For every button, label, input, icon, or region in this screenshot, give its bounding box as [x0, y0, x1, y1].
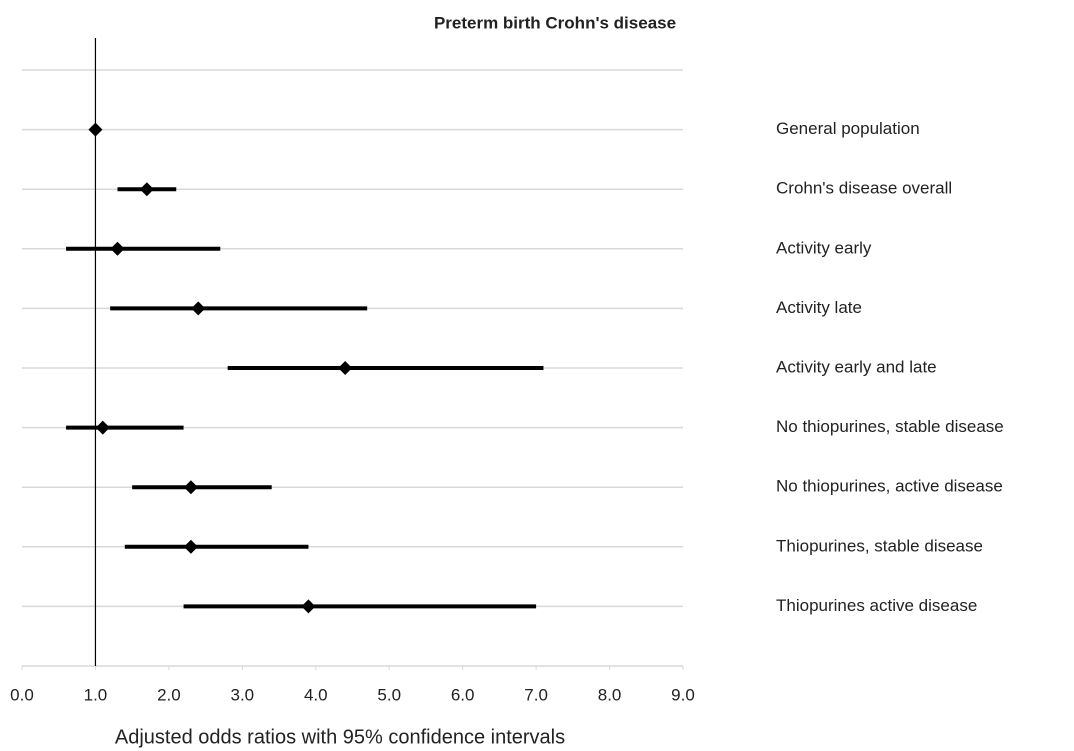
x-tick-label: 8.0: [598, 685, 622, 704]
point-estimate: [139, 182, 154, 197]
point-estimate: [183, 480, 198, 495]
point-estimate: [183, 539, 198, 554]
category-label: Thiopurines active disease: [776, 596, 977, 615]
x-axis-title: Adjusted odds ratios with 95% confidence…: [115, 726, 565, 748]
point-estimate: [301, 599, 316, 614]
x-tick-label: 5.0: [377, 685, 401, 704]
point-estimate: [110, 241, 125, 256]
x-tick-label: 1.0: [84, 685, 108, 704]
x-tick-label: 3.0: [231, 685, 255, 704]
x-tick-label: 9.0: [671, 685, 695, 704]
category-label: Activity early and late: [776, 357, 937, 376]
category-label: General population: [776, 119, 920, 138]
x-tick-label: 7.0: [524, 685, 548, 704]
category-label: No thiopurines, stable disease: [776, 417, 1004, 436]
x-tick-label: 4.0: [304, 685, 328, 704]
x-tick-label: 6.0: [451, 685, 475, 704]
category-label: Thiopurines, stable disease: [776, 536, 983, 555]
chart-title: Preterm birth Crohn's disease: [434, 13, 676, 32]
x-tick-label: 0.0: [10, 685, 34, 704]
category-label: Activity late: [776, 298, 862, 317]
point-estimate: [95, 420, 110, 435]
category-label: Crohn's disease overall: [776, 179, 952, 198]
point-estimate: [338, 361, 353, 375]
category-label: No thiopurines, active disease: [776, 477, 1003, 496]
point-estimate: [88, 122, 103, 137]
x-tick-label: 2.0: [157, 685, 181, 704]
category-label: Activity early: [776, 238, 872, 257]
point-estimate: [191, 301, 206, 316]
